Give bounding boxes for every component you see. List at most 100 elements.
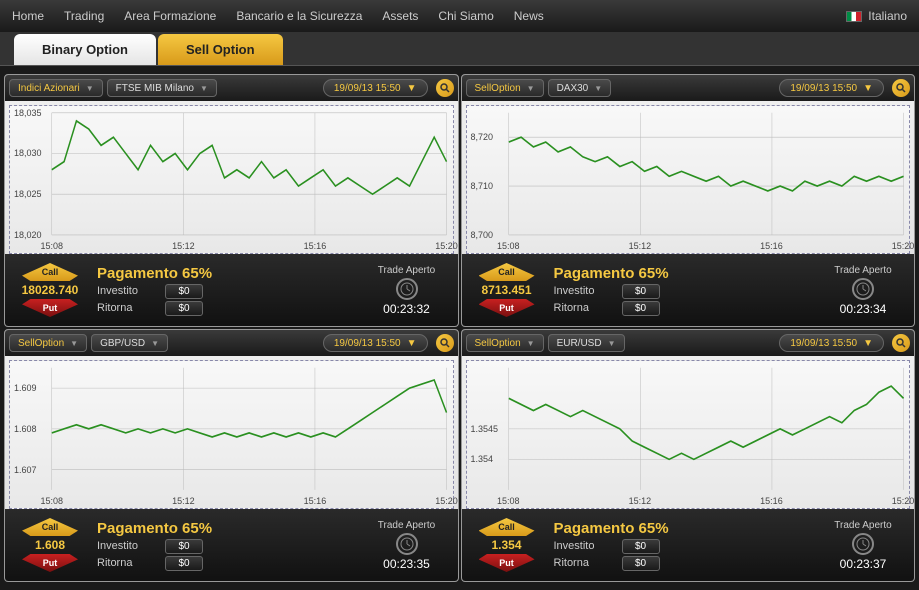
market-type-dropdown[interactable]: Indici Azionari▼ (9, 79, 103, 97)
y-axis-label: 8,700 (471, 230, 494, 240)
call-put-controls: Call 1.608 Put (11, 518, 89, 572)
asset-dropdown[interactable]: GBP/USD▼ (91, 334, 168, 352)
invest-label: Investito (97, 540, 157, 552)
nav-formazione[interactable]: Area Formazione (124, 9, 216, 23)
panel-grid: Indici Azionari▼ FTSE MIB Milano▼ 19/09/… (0, 66, 919, 590)
trading-panel: Indici Azionari▼ FTSE MIB Milano▼ 19/09/… (4, 74, 459, 327)
tab-bar: Binary Option Sell Option (0, 32, 919, 66)
price-chart: 1.6091.6081.60715:0815:1215:1615:20 (9, 360, 454, 509)
x-axis-label: 15:16 (304, 496, 327, 506)
return-value: $0 (165, 301, 203, 316)
x-axis-label: 15:08 (497, 496, 520, 506)
panel-footer: Call 1.608 Put Pagamento 65% Investito $0… (5, 509, 458, 581)
zoom-icon[interactable] (892, 79, 910, 97)
nav-news[interactable]: News (514, 9, 544, 23)
nav-assets[interactable]: Assets (382, 9, 418, 23)
nav-trading[interactable]: Trading (64, 9, 104, 23)
x-axis-label: 15:12 (172, 496, 195, 506)
x-axis-label: 15:20 (892, 496, 915, 506)
countdown-timer: 00:23:34 (840, 302, 887, 316)
payout-info: Pagamento 65% Investito$0 Ritorna$0 (97, 520, 354, 571)
put-button[interactable]: Put (22, 299, 78, 317)
clock-icon (852, 533, 874, 555)
invest-value[interactable]: $0 (165, 284, 203, 299)
x-axis-label: 15:12 (629, 496, 652, 506)
panel-controls: SellOption▼ EUR/USD▼ 19/09/13 15:50▼ (462, 330, 915, 356)
x-axis-label: 15:16 (760, 496, 783, 506)
y-axis-label: 1.607 (14, 465, 37, 475)
top-navigation: Home Trading Area Formazione Bancario e … (0, 0, 919, 32)
clock-icon (852, 278, 874, 300)
panel-controls: SellOption▼ GBP/USD▼ 19/09/13 15:50▼ (5, 330, 458, 356)
nav-chi-siamo[interactable]: Chi Siamo (438, 9, 493, 23)
countdown-timer: 00:23:37 (840, 557, 887, 571)
current-price: 1.354 (491, 537, 521, 553)
countdown-timer: 00:23:35 (383, 557, 430, 571)
call-button[interactable]: Call (479, 518, 535, 536)
invest-label: Investito (554, 285, 614, 297)
return-label: Ritorna (554, 302, 614, 314)
market-type-dropdown[interactable]: SellOption▼ (466, 334, 544, 352)
invest-value[interactable]: $0 (165, 539, 203, 554)
x-axis-label: 15:12 (629, 241, 652, 251)
x-axis-label: 15:16 (304, 241, 327, 251)
zoom-icon[interactable] (436, 334, 454, 352)
invest-value[interactable]: $0 (622, 539, 660, 554)
trade-open-label: Trade Aperto (378, 520, 435, 531)
panel-footer: Call 1.354 Put Pagamento 65% Investito $0… (462, 509, 915, 581)
put-button[interactable]: Put (22, 554, 78, 572)
market-type-dropdown[interactable]: SellOption▼ (466, 79, 544, 97)
x-axis-label: 15:08 (497, 241, 520, 251)
language-label: Italiano (868, 9, 907, 23)
asset-dropdown[interactable]: EUR/USD▼ (548, 334, 625, 352)
x-axis-label: 15:20 (435, 241, 458, 251)
x-axis-label: 15:20 (892, 241, 915, 251)
datetime-dropdown[interactable]: 19/09/13 15:50▼ (323, 79, 428, 97)
return-label: Ritorna (97, 557, 157, 569)
payout-info: Pagamento 65% Investito$0 Ritorna$0 (554, 265, 811, 316)
asset-dropdown[interactable]: DAX30▼ (548, 79, 612, 97)
payout-label: Pagamento 65% (554, 520, 811, 537)
timer-block: Trade Aperto 00:23:37 (818, 520, 908, 571)
invest-label: Investito (554, 540, 614, 552)
y-axis-label: 18,020 (14, 230, 42, 240)
y-axis-label: 1.3545 (471, 424, 499, 434)
timer-block: Trade Aperto 00:23:34 (818, 265, 908, 316)
zoom-icon[interactable] (892, 334, 910, 352)
payout-label: Pagamento 65% (97, 265, 354, 282)
tab-sell-option[interactable]: Sell Option (158, 34, 283, 65)
invest-value[interactable]: $0 (622, 284, 660, 299)
clock-icon (396, 533, 418, 555)
call-put-controls: Call 8713.451 Put (468, 263, 546, 317)
call-button[interactable]: Call (22, 263, 78, 281)
payout-label: Pagamento 65% (97, 520, 354, 537)
tab-binary-option[interactable]: Binary Option (14, 34, 156, 65)
put-button[interactable]: Put (479, 299, 535, 317)
y-axis-label: 18,025 (14, 189, 42, 199)
asset-dropdown[interactable]: FTSE MIB Milano▼ (107, 79, 217, 97)
call-button[interactable]: Call (22, 518, 78, 536)
y-axis-label: 18,035 (14, 108, 42, 118)
current-price: 1.608 (35, 537, 65, 553)
datetime-dropdown[interactable]: 19/09/13 15:50▼ (779, 334, 884, 352)
panel-controls: Indici Azionari▼ FTSE MIB Milano▼ 19/09/… (5, 75, 458, 101)
language-selector[interactable]: Italiano (846, 9, 907, 23)
nav-home[interactable]: Home (12, 9, 44, 23)
market-type-dropdown[interactable]: SellOption▼ (9, 334, 87, 352)
y-axis-label: 8,710 (471, 181, 494, 191)
invest-label: Investito (97, 285, 157, 297)
x-axis-label: 15:20 (435, 496, 458, 506)
put-button[interactable]: Put (479, 554, 535, 572)
return-value: $0 (622, 301, 660, 316)
trading-panel: SellOption▼ EUR/USD▼ 19/09/13 15:50▼ 1.3… (461, 329, 916, 582)
datetime-dropdown[interactable]: 19/09/13 15:50▼ (779, 79, 884, 97)
call-button[interactable]: Call (479, 263, 535, 281)
trading-panel: SellOption▼ DAX30▼ 19/09/13 15:50▼ 8,720… (461, 74, 916, 327)
timer-block: Trade Aperto 00:23:35 (362, 520, 452, 571)
current-price: 18028.740 (22, 282, 79, 298)
zoom-icon[interactable] (436, 79, 454, 97)
nav-bancario[interactable]: Bancario e la Sicurezza (236, 9, 362, 23)
call-put-controls: Call 1.354 Put (468, 518, 546, 572)
datetime-dropdown[interactable]: 19/09/13 15:50▼ (323, 334, 428, 352)
italy-flag-icon (846, 11, 862, 22)
